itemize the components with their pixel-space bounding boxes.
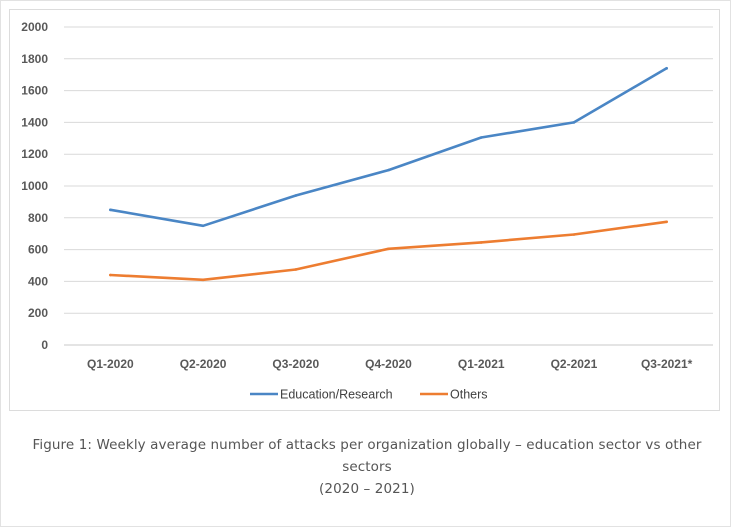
data-point [572,121,576,124]
y-tick-label: 1400 [21,115,48,129]
data-point [294,194,298,197]
y-tick-label: 1800 [21,52,48,66]
x-tick-label: Q3-2020 [272,357,319,371]
figure-caption: Figure 1: Weekly average number of attac… [11,434,723,500]
caption-line-1: Figure 1: Weekly average number of attac… [32,437,702,475]
y-tick-label: 1600 [21,84,48,98]
x-tick-label: Q2-2020 [180,357,227,371]
y-axis-ticks: 0 200 400 600 800 1000 1200 1400 1600 1800 2000 [21,20,48,352]
y-tick-label: 1000 [21,179,48,193]
data-point [479,136,483,139]
data-point [387,247,390,251]
data-point [109,273,112,277]
y-tick-label: 1200 [21,147,48,161]
legend: Education/Research Others [250,388,488,402]
data-point [387,168,390,172]
x-axis-ticks: Q1-2020 Q2-2020 Q3-2020 Q4-2020 Q1-2021 Q2-20… [87,357,693,371]
chart-container: 0 200 400 600 800 1000 1200 1400 1600 1800 2000 Q1… [9,9,720,411]
series-line-0 [109,66,668,228]
data-point [109,208,112,212]
line-chart: 0 200 400 600 800 1000 1200 1400 1600 1800 2000 Q1… [21,20,713,402]
y-tick-label: 200 [28,306,48,320]
y-tick-label: 800 [28,211,48,225]
y-tick-label: 600 [28,243,48,257]
series-lines [109,66,668,282]
data-point [479,241,483,244]
y-tick-label: 0 [41,338,48,352]
data-point [572,233,576,236]
x-tick-label: Q1-2020 [87,357,134,371]
series-line-1 [109,220,668,282]
y-tick-label: 400 [28,274,48,288]
legend-label: Others [450,388,488,402]
x-tick-label: Q3-2021* [641,357,693,371]
x-tick-label: Q1-2021 [458,357,505,371]
gridlines [64,26,713,346]
data-point [201,278,205,282]
data-point [201,224,205,228]
y-tick-label: 2000 [21,20,48,34]
legend-label: Education/Research [280,388,393,402]
x-tick-label: Q4-2020 [365,357,412,371]
data-point [294,268,298,271]
x-tick-label: Q2-2021 [551,357,598,371]
caption-line-2: (2020 – 2021) [319,481,415,497]
data-point [665,220,668,224]
data-point [665,67,668,70]
